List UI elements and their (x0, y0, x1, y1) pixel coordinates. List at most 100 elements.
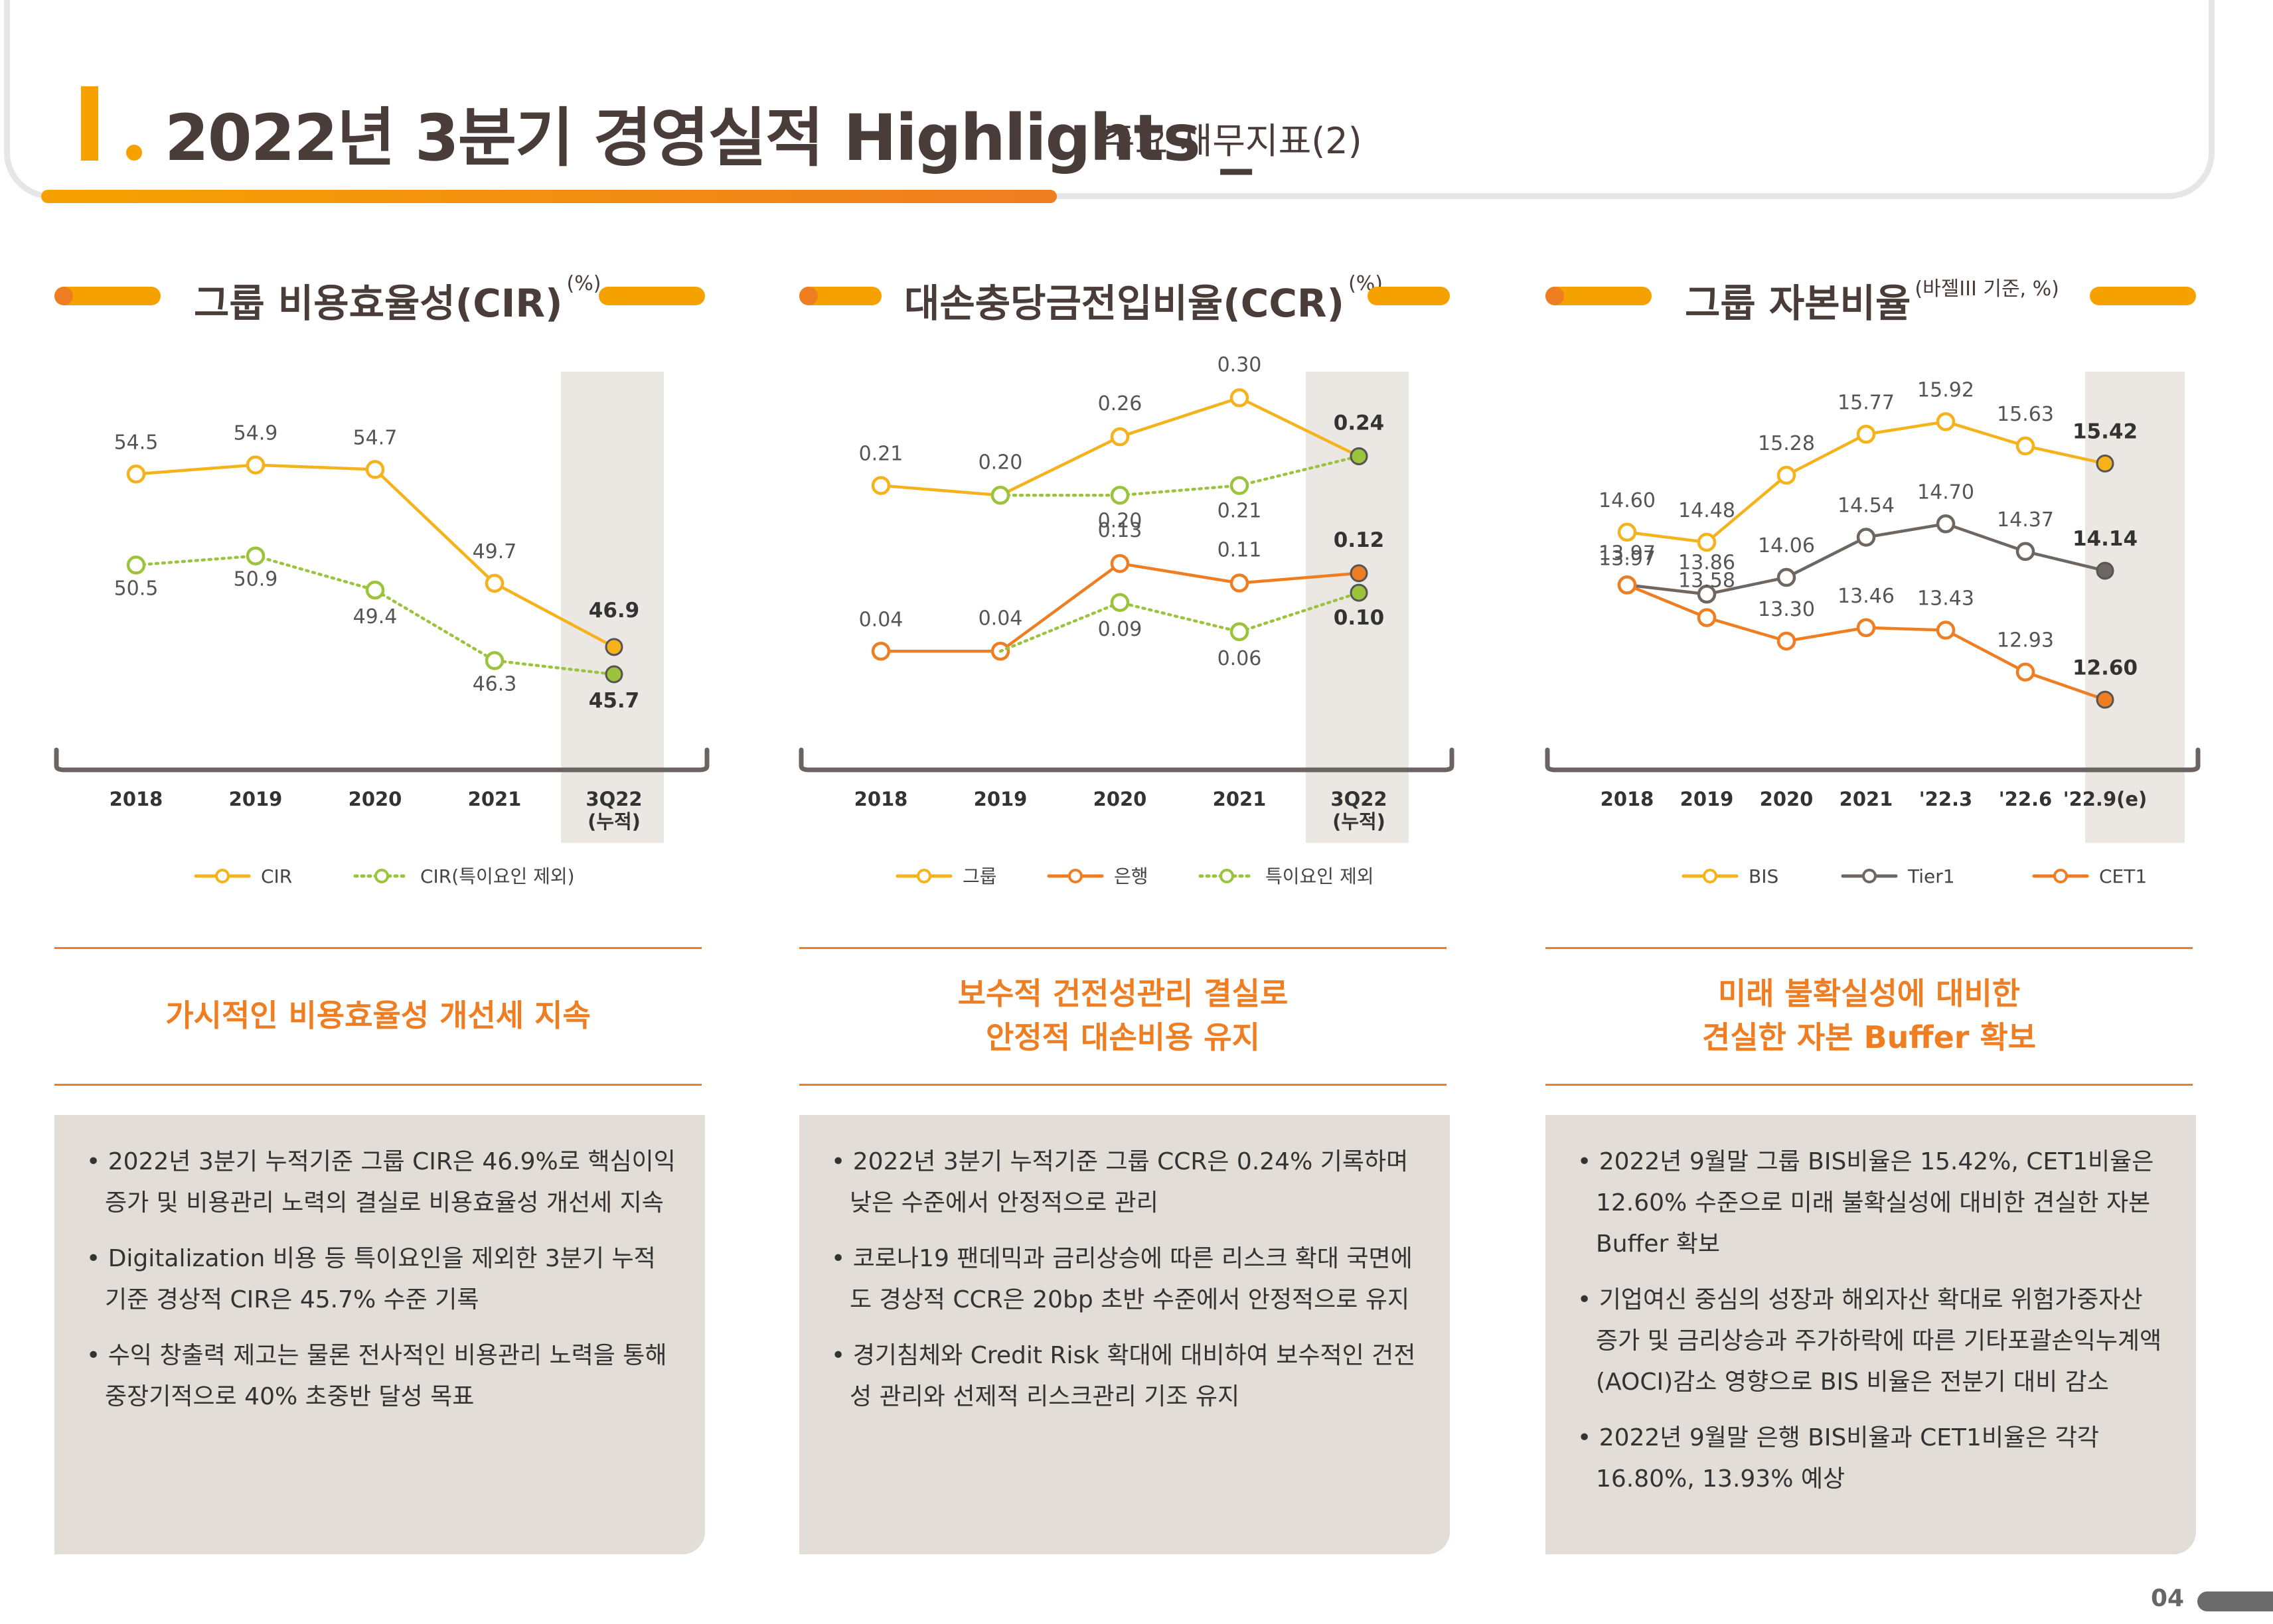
data-point (2015, 542, 2035, 561)
data-label: 0.24 (1334, 411, 1385, 435)
bullet: 2022년 9월말 그룹 BIS비율은 15.42%, CET1비율은 12.6… (1577, 1142, 2169, 1265)
pill-left (54, 287, 161, 305)
legend-swatch-marker (1068, 869, 1083, 883)
data-point (1936, 621, 1956, 640)
page-number: 04 (2151, 1585, 2185, 1612)
title-underline (41, 190, 1057, 203)
section-head-ccr: 대손충당금전입비율(CCR) (%) (799, 265, 1450, 328)
bullets-box-capital: 2022년 9월말 그룹 BIS비율은 15.42%, CET1비율은 12.6… (1545, 1115, 2196, 1554)
data-point (1110, 427, 1130, 447)
data-label: 45.7 (589, 689, 640, 713)
title-accent-dot (126, 145, 142, 161)
bullet: 경기침체와 Credit Risk 확대에 대비하여 보수적인 건전성 관리와 … (831, 1335, 1423, 1418)
data-point (605, 638, 623, 656)
data-point (1856, 528, 1876, 547)
x-tick-label: 2021 (1840, 788, 1893, 810)
section-unit: (%) (566, 272, 601, 295)
data-label: 14.60 (1599, 489, 1656, 512)
data-label: 50.9 (234, 568, 278, 591)
data-label: 0.06 (1217, 647, 1262, 670)
data-label: 15.92 (1917, 378, 1974, 402)
divider (54, 947, 702, 949)
pill-right (2090, 287, 2196, 305)
data-label: 0.04 (979, 607, 1023, 630)
data-point (1229, 573, 1249, 593)
data-label: 13.46 (1838, 585, 1895, 608)
section-title: 대손충당금전입비율(CCR) (%) (904, 272, 1383, 328)
x-tick-label: 3Q22 (586, 788, 642, 810)
data-point (365, 580, 385, 600)
headline-line: 안정적 대손비용 유지 (986, 1019, 1260, 1055)
data-label: 0.09 (1098, 618, 1142, 641)
x-tick-label: 2021 (1213, 788, 1267, 810)
divider (54, 1084, 702, 1086)
data-label: 14.48 (1678, 499, 1735, 522)
data-label: 0.21 (859, 443, 903, 466)
data-label: 54.5 (114, 431, 159, 454)
x-tick-label: 2018 (110, 788, 163, 810)
data-point (126, 555, 146, 575)
legend-swatch-marker (917, 869, 931, 883)
x-tick-label: '22.9(e) (2063, 788, 2148, 810)
page-title: 2022년 3분기 경영실적 Highlights _ (165, 101, 1252, 175)
legend-label: BIS (1749, 865, 1778, 887)
legend-label: 은행 (1114, 865, 1148, 887)
x-tick-label: 3Q22 (1330, 788, 1387, 810)
data-label: 15.28 (1758, 432, 1815, 455)
data-point (2015, 436, 2035, 456)
legend-swatch-marker (2053, 869, 2068, 883)
data-point (871, 476, 891, 495)
data-label: 14.54 (1838, 494, 1895, 517)
data-point (1229, 476, 1249, 495)
data-label: 14.06 (1758, 534, 1815, 557)
x-tick-label: 2018 (1601, 788, 1654, 810)
legend-swatch-marker (1219, 869, 1234, 883)
x-axis-bracket (1545, 747, 2201, 773)
headline-capital: 미래 불확실성에 대비한 견실한 자본 Buffer 확보 (1545, 972, 2193, 1059)
data-point (1350, 564, 1368, 583)
legend-swatch-marker (215, 869, 230, 883)
bullets-box-cir: 2022년 3분기 누적기준 그룹 CIR은 46.9%로 핵심이익 증가 및 … (54, 1115, 705, 1554)
data-point (605, 665, 623, 684)
data-label: 12.60 (2073, 656, 2138, 680)
bullet: 수익 창출력 제고는 물론 전사적인 비용관리 노력을 통해 중장기적으로 40… (86, 1335, 678, 1418)
x-tick-label: (누적) (588, 810, 641, 833)
data-point (1856, 618, 1876, 638)
pill-left (799, 287, 882, 305)
data-label: 0.04 (859, 608, 903, 631)
data-label: 0.21 (1217, 500, 1262, 523)
data-label: 13.30 (1758, 598, 1815, 621)
data-point (1350, 447, 1368, 465)
data-label: 13.86 (1678, 551, 1735, 574)
section-title-text: 대손충당금전입비율(CCR) (904, 281, 1345, 326)
data-label: 15.42 (2073, 419, 2138, 443)
data-point (871, 642, 891, 661)
data-point (1776, 567, 1796, 587)
data-label: 54.9 (234, 422, 278, 445)
data-label: 46.3 (473, 672, 517, 696)
data-label: 15.77 (1838, 391, 1895, 414)
data-point (1936, 514, 1956, 534)
data-label: 49.4 (353, 605, 398, 628)
data-label: 13.58 (1678, 569, 1735, 593)
data-point (2096, 690, 2114, 709)
data-point (246, 455, 266, 475)
headline-line: 미래 불확실성에 대비한 (1717, 976, 2021, 1011)
data-point (246, 546, 266, 565)
legend-label: Tier1 (1907, 865, 1955, 887)
bullets-box-ccr: 2022년 3분기 누적기준 그룹 CCR은 0.24% 기록하며 낮은 수준에… (799, 1115, 1450, 1554)
series-line (134, 554, 616, 676)
data-label: 14.14 (2073, 527, 2138, 551)
data-label: 49.7 (473, 540, 517, 563)
data-point (1697, 608, 1717, 627)
legend-label: 특이요인 제외 (1265, 865, 1373, 887)
legend-label: CIR (261, 865, 292, 887)
divider (1545, 947, 2193, 949)
data-label: 14.70 (1917, 480, 1974, 504)
data-point (990, 486, 1010, 505)
data-point (1110, 486, 1130, 505)
bullet: 기업여신 중심의 성장과 해외자산 확대로 위험가중자산 증가 및 금리상승과 … (1577, 1280, 2169, 1403)
bullet: 2022년 3분기 누적기준 그룹 CIR은 46.9%로 핵심이익 증가 및 … (86, 1142, 678, 1224)
data-label: 13.97 (1599, 542, 1656, 565)
page-subtitle: 주요 재무지표(2) (1102, 120, 1362, 162)
